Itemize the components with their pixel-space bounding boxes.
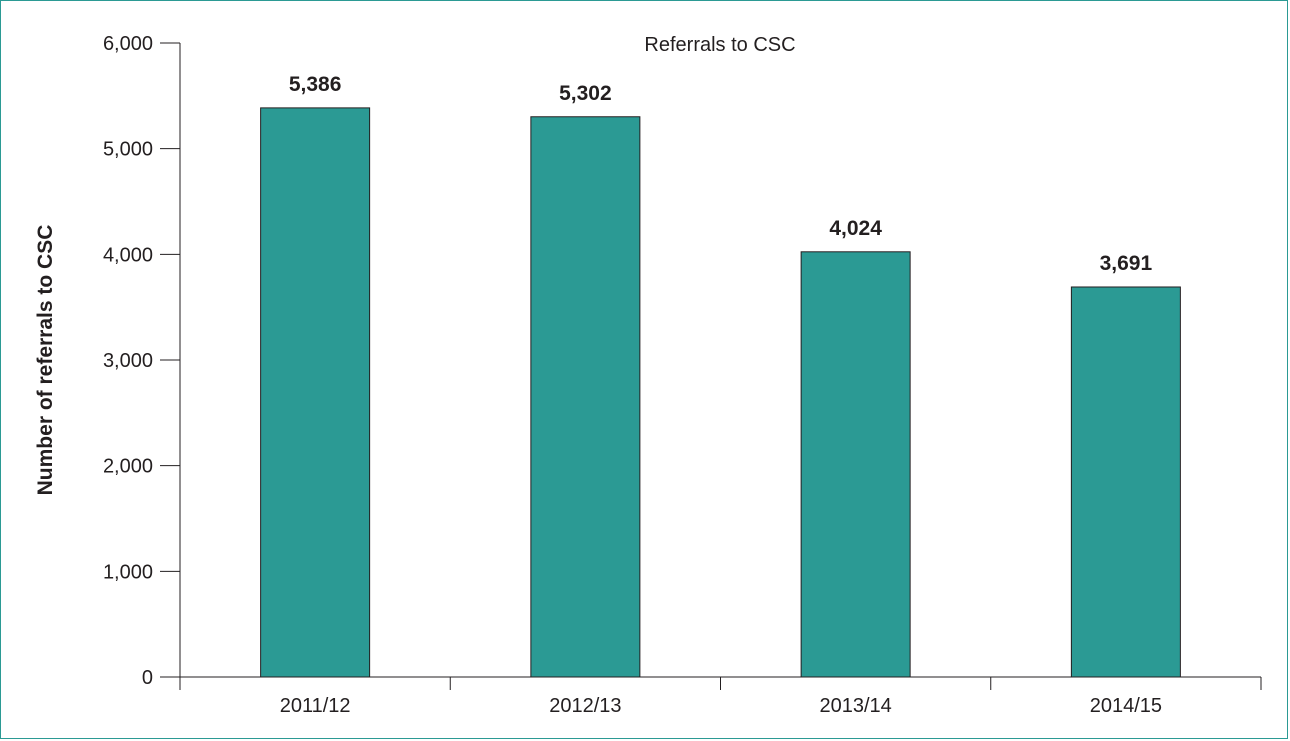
y-tick-label: 0 (142, 667, 153, 689)
value-labels-group: 5,386 5,302 4,024 3,691 (289, 73, 1153, 275)
chart-title: Referrals to CSC (644, 34, 795, 56)
bar-value-label: 5,386 (289, 73, 342, 96)
x-tick-label: 2013/14 (819, 695, 891, 717)
bar (800, 251, 911, 678)
bars-group (260, 107, 1181, 678)
bar (260, 107, 371, 678)
x-tick-label: 2011/12 (280, 695, 351, 717)
bar-value-label: 3,691 (1100, 252, 1153, 275)
y-tick-labels-group: 0 1,000 2,000 3,000 4,000 5,000 6,000 (103, 33, 153, 689)
y-tick-label: 6,000 (103, 33, 153, 55)
x-tick-labels-group: 2011/12 2012/13 2013/14 2014/15 (280, 695, 1162, 717)
y-axis-title: Number of referrals to CSC (34, 225, 57, 496)
y-tick-label: 3,000 (103, 350, 153, 372)
y-tick-label: 2,000 (103, 456, 153, 478)
y-tick-label: 1,000 (103, 561, 153, 583)
bar (1070, 286, 1181, 678)
bar (530, 116, 641, 678)
bar-value-label: 4,024 (829, 217, 882, 240)
y-tick-label: 5,000 (103, 139, 153, 161)
x-tick-label: 2014/15 (1090, 695, 1162, 717)
x-tick-label: 2012/13 (549, 695, 621, 717)
y-tick-label: 4,000 (103, 244, 153, 266)
bar-value-label: 5,302 (559, 82, 612, 105)
